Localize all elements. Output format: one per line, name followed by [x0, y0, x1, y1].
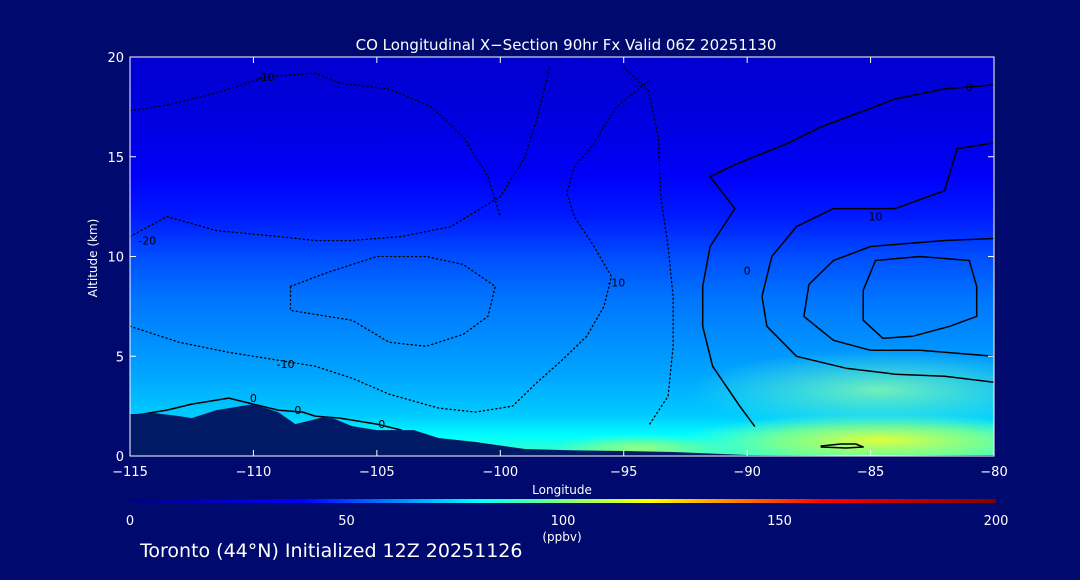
contour-10-east [761, 142, 994, 383]
contour-label: 0 [744, 265, 751, 278]
contour-label-layer: -10 0 -20 10 -10 0 -10 0 0 0 [138, 71, 972, 431]
footer-caption: Toronto (44°N) Initialized 12Z 20251126 [140, 540, 523, 562]
x-axis-label: Longitude [532, 483, 592, 497]
y-axis: 0 5 10 15 20 [107, 51, 994, 465]
contour-30-east-closed [862, 255, 978, 340]
terrain-mask [130, 404, 994, 456]
contour-label: 0 [378, 418, 385, 431]
x-tick-label: −110 [236, 465, 272, 480]
contour-neg10-dotted-north [130, 72, 501, 218]
contour-0-southwest [130, 397, 403, 431]
y-tick-label: 20 [107, 51, 124, 66]
contour-label: -10 [277, 358, 295, 371]
contour-layer [130, 66, 994, 449]
contour-40-surface [820, 443, 864, 449]
colorbar-tick-label: 0 [126, 514, 134, 529]
colorbar-ticks: 0 50 100 150 200 [126, 514, 1009, 529]
contour-20-east [803, 237, 994, 358]
contour-label: 0 [966, 81, 973, 94]
y-tick-label: 5 [116, 350, 124, 365]
contour-label: 10 [869, 211, 883, 224]
contour-10-dotted-west [130, 80, 650, 413]
colorbar-tick-label: 200 [984, 514, 1009, 529]
contour-neg20-dotted-west [130, 66, 551, 242]
y-tick-label: 10 [107, 251, 124, 266]
contour-neg30-dotted-closed [289, 255, 496, 347]
colorbar-tick-label: 100 [551, 514, 576, 529]
contour-label: -20 [138, 235, 156, 248]
x-tick-label: −115 [112, 465, 148, 480]
contour-label: -10 [257, 71, 275, 84]
colorbar-unit-label: (ppbv) [542, 530, 581, 544]
lower-plume-east [690, 350, 994, 430]
y-tick-label: 15 [107, 151, 124, 166]
x-tick-label: −90 [733, 465, 760, 480]
x-tick-label: −80 [980, 465, 1007, 480]
y-tick-label: 0 [116, 450, 124, 465]
contour-neg10-dotted-east [623, 66, 674, 427]
contour-label: 0 [294, 404, 301, 417]
x-tick-label: −85 [857, 465, 884, 480]
colorbar-tick-label: 50 [338, 514, 355, 529]
contour-label: -10 [607, 276, 625, 289]
chart-title: CO Longitudinal X−Section 90hr Fx Valid … [356, 36, 777, 54]
colorbar-tick-label: 150 [767, 514, 792, 529]
surface-plume-central [550, 434, 730, 456]
contour-label: 0 [250, 392, 257, 405]
contour-0-east-outer [701, 84, 994, 427]
colorbar [130, 499, 996, 503]
x-axis: −115 −110 −105 −100 −95 −90 −85 −80 [112, 57, 1008, 480]
x-tick-label: −100 [482, 465, 518, 480]
x-tick-label: −95 [610, 465, 637, 480]
y-axis-label: Altitude (km) [86, 219, 100, 298]
x-tick-label: −105 [359, 465, 395, 480]
plot-area-clip: -10 0 -20 10 -10 0 -10 0 0 0 [130, 57, 994, 456]
